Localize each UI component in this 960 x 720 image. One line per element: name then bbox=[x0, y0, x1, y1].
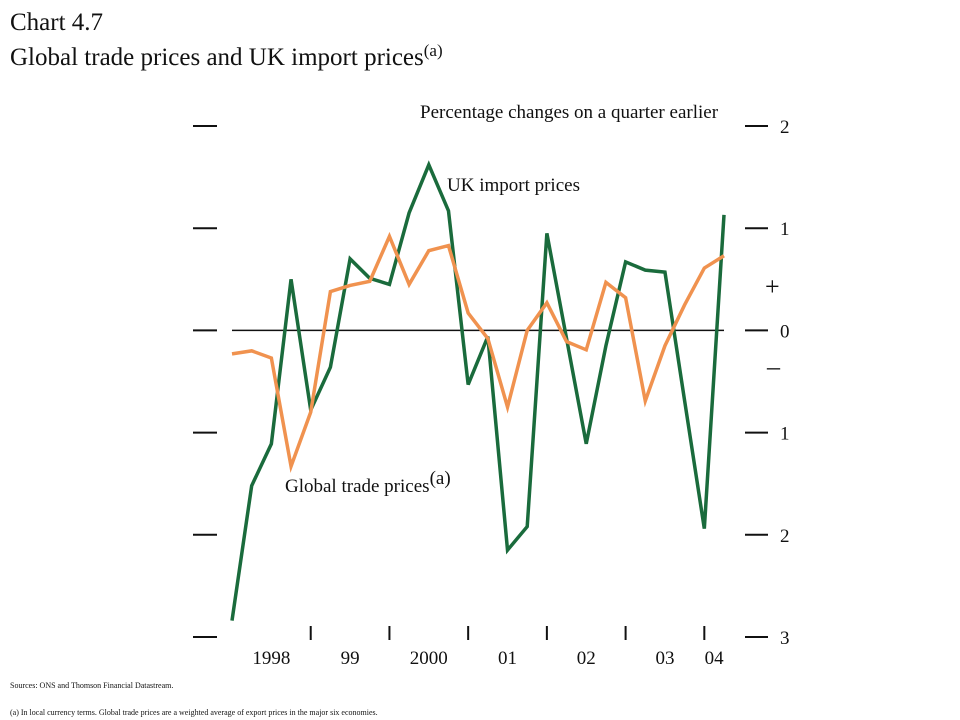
x-tick-label: 04 bbox=[705, 648, 725, 669]
series-label: Global trade prices(a) bbox=[285, 468, 451, 497]
series-line bbox=[231, 231, 725, 474]
sources: Sources: ONS and Thomson Financial Datas… bbox=[10, 681, 173, 690]
x-tick-label: 02 bbox=[577, 648, 596, 669]
y-tick-label: 3 bbox=[780, 628, 790, 649]
x-tick-label: 2000 bbox=[410, 648, 448, 669]
series-label-note: (a) bbox=[430, 468, 451, 489]
y-tick-label: 2 bbox=[780, 526, 790, 547]
subtitle-text: Global trade prices and UK import prices bbox=[10, 44, 424, 71]
axis-label: Percentage changes on a quarter earlier bbox=[420, 102, 719, 123]
chart-title: Chart 4.7 bbox=[10, 9, 103, 36]
x-tick-label: 03 bbox=[655, 648, 674, 669]
y-tick-label: 1 bbox=[780, 219, 790, 240]
plus-sign: + bbox=[765, 272, 780, 301]
x-tick-label: 1998 bbox=[252, 648, 290, 669]
chart-subtitle: Global trade prices and UK import prices… bbox=[10, 41, 443, 71]
y-tick-label: 1 bbox=[780, 424, 790, 445]
series-label: UK import prices bbox=[447, 175, 580, 196]
minus-sign: – bbox=[766, 352, 781, 381]
x-tick-label: 01 bbox=[498, 648, 517, 669]
x-tick-label: 99 bbox=[341, 648, 360, 669]
series-line bbox=[230, 160, 726, 621]
footnote: (a) In local currency terms. Global trad… bbox=[10, 708, 378, 717]
series-label-text: Global trade prices bbox=[285, 476, 430, 497]
y-tick-label: 0 bbox=[780, 321, 790, 342]
subtitle-note: (a) bbox=[424, 41, 443, 60]
y-tick-label: 2 bbox=[780, 117, 790, 138]
